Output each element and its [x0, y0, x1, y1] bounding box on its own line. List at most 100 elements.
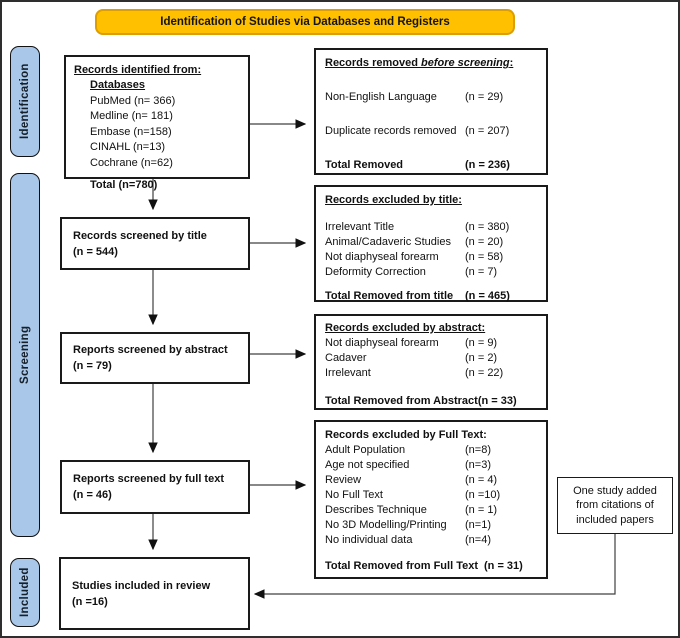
exclusion-row: Irrelevant (n = 22): [325, 366, 537, 381]
exclusion-row: Adult Population (n=8): [325, 443, 537, 458]
exclusion-row: Duplicate records removed (n = 207): [325, 124, 537, 139]
banner-identification-via-databases: Identification of Studies via Databases …: [95, 9, 515, 35]
title-suffix: :: [509, 57, 514, 69]
db-cochrane: Cochrane (n=62): [90, 156, 173, 169]
row-label: No Full Text: [325, 489, 383, 501]
total-value: (n = 33): [477, 395, 517, 407]
row-value: (n = 9): [465, 337, 498, 349]
stage-identification-label: Identification: [19, 63, 31, 140]
databases-group-label: Databases: [90, 79, 146, 91]
row-label: Not diaphyseal forearm: [325, 337, 439, 349]
row-label: Irrelevant: [325, 367, 371, 379]
removed-before-screening-title: Records removed before screening:: [325, 56, 537, 71]
row-label: Animal/Cadaveric Studies: [325, 236, 451, 248]
row-label: Adult Population: [325, 444, 406, 456]
row-value: (n = 20): [465, 236, 504, 248]
row-value: (n = 380): [465, 221, 510, 233]
stage-included: Included: [10, 558, 40, 627]
db-medline: Medline (n= 181): [90, 110, 173, 122]
stage-screening-label: Screening: [19, 325, 31, 385]
total-inline: Total Removed from Full Text (n = 31): [325, 559, 537, 574]
screened-fulltext-count: (n = 46): [73, 489, 112, 501]
row-label: Deformity Correction: [325, 266, 426, 278]
row-value: (n=8): [465, 444, 491, 456]
included-line1: Studies included in review: [72, 579, 211, 592]
db-pubmed: PubMed (n= 366): [90, 94, 176, 107]
box-screened-by-title: Records screened by title (n = 544): [60, 217, 250, 270]
exclusion-row: Irrelevant Title (n = 380): [325, 220, 537, 235]
row-value: (n = 1): [465, 504, 498, 516]
row-value: (n = 22): [465, 367, 504, 379]
exclusion-row: No 3D Modelling/Printing (n=1): [325, 518, 537, 533]
total-removed-row: Total Removed from Full Text (n = 31): [325, 559, 537, 574]
included-count: (n =16): [72, 595, 108, 608]
row-label: No individual data: [325, 534, 413, 546]
row-value: (n=1): [465, 519, 491, 531]
box-excluded-by-title: Records excluded by title: Irrelevant Ti…: [314, 185, 548, 302]
row-label: No 3D Modelling/Printing: [325, 519, 447, 531]
row-label: Not diaphyseal forearm: [325, 251, 439, 263]
identified-total: Total (n=780): [90, 179, 158, 191]
excluded-by-title-heading: Records excluded by title:: [325, 194, 462, 206]
excluded-by-abstract-heading: Records excluded by abstract:: [325, 322, 486, 334]
row-value: (n = 4): [465, 474, 498, 486]
row-label: Cadaver: [325, 352, 367, 364]
total-value: (n = 465): [465, 290, 510, 302]
exclusion-row: No Full Text (n =10): [325, 488, 537, 503]
row-label: Irrelevant Title: [325, 221, 395, 233]
records-identified-title: Records identified from:: [74, 64, 202, 76]
box-screened-by-abstract: Reports screened by abstract (n = 79): [60, 332, 250, 384]
row-value: (n = 2): [465, 352, 498, 364]
screened-title-count: (n = 544): [73, 245, 118, 258]
row-value: (n = 7): [465, 266, 498, 278]
box-records-identified: Records identified from: Databases PubMe…: [64, 55, 250, 191]
row-value: (n = 207): [465, 125, 510, 137]
exclusion-row: Age not specified (n=3): [325, 458, 537, 473]
row-label: Non-English Language: [325, 91, 437, 103]
row-label: Review: [325, 474, 362, 486]
row-value: (n=3): [465, 459, 491, 471]
exclusion-row: Cadaver (n = 2): [325, 351, 537, 366]
exclusion-row: Not diaphyseal forearm (n = 58): [325, 250, 537, 265]
total-removed-row: Total Removed from Abstract (n = 33): [325, 394, 537, 409]
box-removed-before-screening: Records removed before screening: Non-En…: [314, 48, 548, 175]
total-value: (n = 236): [465, 159, 510, 171]
exclusion-row: Describes Technique (n = 1): [325, 503, 537, 518]
box-screened-by-fulltext: Reports screened by full text (n = 46): [60, 460, 250, 514]
citation-added-text: One study added from citations of includ…: [573, 484, 657, 526]
exclusion-row: Not diaphyseal forearm (n = 9): [325, 336, 537, 351]
exclusion-row: Deformity Correction (n = 7): [325, 265, 537, 280]
box-excluded-by-abstract: Records excluded by abstract: Not diaphy…: [314, 314, 548, 410]
screened-abstract-count: (n = 79): [73, 360, 112, 372]
row-value: (n = 58): [465, 251, 504, 263]
excluded-by-fulltext-heading: Records excluded by Full Text:: [325, 429, 487, 441]
db-embase: Embase (n=158): [90, 125, 172, 138]
row-label: Describes Technique: [325, 504, 427, 516]
stage-identification: Identification: [10, 46, 40, 157]
row-value: (n = 29): [465, 91, 504, 103]
row-label: Age not specified: [325, 459, 410, 471]
box-citation-added: One study added from citations of includ…: [557, 477, 673, 534]
total-label: Total Removed: [325, 159, 404, 171]
total-removed-row: Total Removed from title (n = 465): [325, 289, 537, 304]
row-value: (n=4): [465, 534, 491, 546]
db-cinahl: CINAHL (n=13): [90, 141, 166, 153]
exclusion-row: Animal/Cadaveric Studies (n = 20): [325, 235, 537, 250]
exclusion-row: Review (n = 4): [325, 473, 537, 488]
box-studies-included: Studies included in review (n =16): [59, 557, 250, 630]
row-label: Duplicate records removed: [325, 125, 457, 137]
total-label: Total Removed from title: [325, 290, 454, 302]
total-label: Total Removed from Abstract: [325, 395, 478, 407]
screened-fulltext-line1: Reports screened by full text: [73, 473, 224, 485]
stage-included-label: Included: [19, 567, 31, 618]
title-prefix: Records removed: [325, 57, 421, 69]
exclusion-row: Non-English Language (n = 29): [325, 90, 537, 105]
exclusion-row: No individual data (n=4): [325, 533, 537, 548]
title-italic: before screening: [420, 57, 510, 69]
total-removed-row: Total Removed (n = 236): [325, 158, 537, 173]
screened-abstract-line1: Reports screened by abstract: [73, 344, 228, 356]
total-label: Total Removed from Full Text: [325, 560, 478, 572]
screened-title-line1: Records screened by title: [73, 229, 207, 242]
total-value: (n = 31): [484, 560, 523, 572]
